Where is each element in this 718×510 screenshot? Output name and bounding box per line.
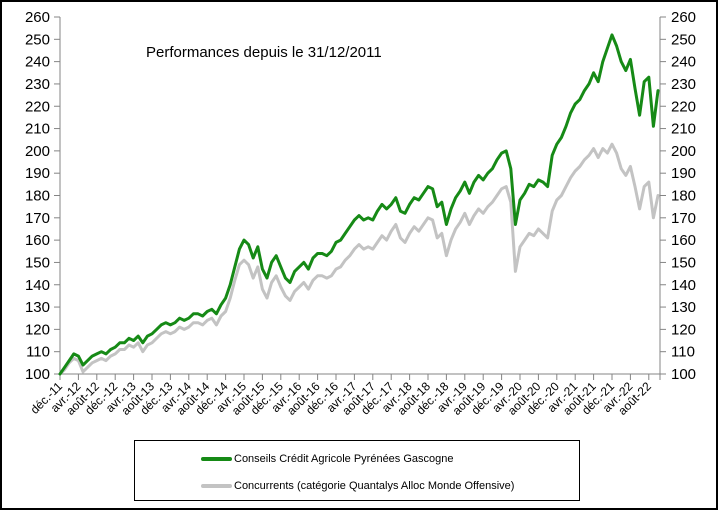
- y-axis-label-left: 220: [25, 98, 50, 115]
- y-axis-label-right: 220: [671, 98, 696, 115]
- y-axis-label-right: 140: [671, 277, 696, 294]
- y-axis-label-right: 240: [671, 54, 696, 71]
- x-axis-labels: déc.-11avr.-12août-12déc.-12avr.-13août-…: [28, 379, 655, 418]
- y-axis-label-right: 180: [671, 188, 696, 205]
- y-axis-label-right: 200: [671, 143, 696, 160]
- legend-item-concurrents: Concurrents (catégorie Quantalys Alloc M…: [201, 477, 579, 495]
- conseils-line-swatch: [201, 457, 232, 461]
- y-axis-label-right: 130: [671, 299, 696, 316]
- y-axis-label-left: 170: [25, 210, 50, 227]
- y-axis-label-right: 160: [671, 232, 696, 249]
- y-axis-label-left: 110: [26, 344, 50, 361]
- y-axis-label-right: 120: [671, 321, 696, 338]
- chart-title: Performances depuis le 31/12/2011: [146, 44, 382, 61]
- y-axis-label-right: 150: [671, 254, 696, 271]
- y-axis-label-right: 190: [671, 165, 696, 182]
- legend-item-conseils: Conseils Crédit Agricole Pyrénées Gascog…: [201, 450, 579, 468]
- y-axis-label-right: 250: [671, 31, 696, 48]
- series-line-conseils: [58, 33, 660, 376]
- y-axis-label-left: 260: [25, 9, 50, 26]
- y-axis-labels: 100 100 110 110 120 120 130 130 140 140 150 150 160 1…: [25, 9, 696, 383]
- y-axis-label-right: 260: [671, 9, 696, 26]
- y-axis-label-right: 230: [671, 76, 696, 93]
- x-axis-ticks: [59, 374, 661, 380]
- y-axis-label-left: 140: [25, 277, 50, 294]
- y-axis-label-left: 190: [25, 165, 50, 182]
- y-axis-label-left: 100: [25, 366, 50, 383]
- y-axis-label-left: 200: [25, 143, 50, 160]
- y-axis-label-left: 230: [25, 76, 50, 93]
- y-axis-label-left: 250: [25, 31, 50, 48]
- y-axis-label-right: 210: [671, 121, 696, 138]
- y-axis-ticks: [54, 16, 666, 375]
- y-axis-label-right: 110: [671, 344, 695, 361]
- series-line-concurrents: [58, 142, 660, 376]
- legend-label-conseils: Conseils Crédit Agricole Pyrénées Gascog…: [234, 453, 454, 465]
- y-axis-label-left: 180: [25, 188, 50, 205]
- axes: [55, 17, 661, 375]
- concurrents-line-swatch: [201, 484, 232, 488]
- chart-legend: Conseils Crédit Agricole Pyrénées Gascog…: [134, 440, 580, 501]
- y-axis-label-left: 150: [25, 254, 50, 271]
- y-axis-label-left: 120: [25, 321, 50, 338]
- y-axis-label-left: 240: [25, 54, 50, 71]
- y-axis-label-left: 160: [25, 232, 50, 249]
- y-axis-label-right: 100: [671, 366, 696, 383]
- legend-label-concurrents: Concurrents (catégorie Quantalys Alloc M…: [234, 480, 515, 492]
- y-axis-label-left: 130: [25, 299, 50, 316]
- y-axis-label-left: 210: [25, 121, 50, 138]
- y-axis-label-right: 170: [671, 210, 696, 227]
